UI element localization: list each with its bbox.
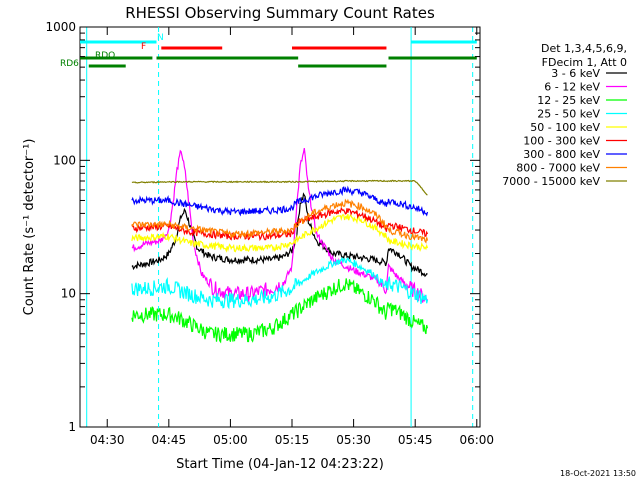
legend-label-800-7000-kev: 800 - 7000 keV bbox=[516, 162, 600, 175]
legend-header-1: FDecim 1, Att 0 bbox=[542, 56, 627, 69]
series-line-3-6-kev bbox=[131, 192, 428, 278]
x-tick-label-05-15: 05:15 bbox=[275, 433, 310, 447]
legend-label-3-6-kev: 3 - 6 keV bbox=[551, 67, 600, 80]
x-tick-label-05-45: 05:45 bbox=[398, 433, 433, 447]
series-line-300-800-kev bbox=[131, 185, 429, 217]
flag-rdo-segment-1 bbox=[156, 56, 299, 60]
flag-rd6-segment-1 bbox=[298, 64, 387, 68]
y-tick-label-1: 1 bbox=[68, 420, 76, 434]
flag-n-segment-0 bbox=[80, 40, 157, 44]
x-tick-label-05-30: 05:30 bbox=[336, 433, 371, 447]
legend-header-0: Det 1,3,4,5,6,9, bbox=[541, 42, 627, 55]
x-tick-label-06-00: 06:00 bbox=[459, 433, 494, 447]
flag-bars: N F RDO RD6 bbox=[60, 33, 477, 69]
series-line-800-7000-kev bbox=[131, 198, 429, 244]
footer-date: 18-Oct-2021 13:50 bbox=[560, 469, 636, 478]
y-tick-label-10: 10 bbox=[61, 287, 76, 301]
plot-frame bbox=[79, 26, 481, 428]
y-axis-ticks: 1 10 100 1000 bbox=[45, 20, 480, 434]
legend-label-300-800-kev: 300 - 800 keV bbox=[523, 148, 600, 161]
x-tick-label-05-00: 05:00 bbox=[213, 433, 248, 447]
legend-label-6-12-kev: 6 - 12 keV bbox=[544, 81, 600, 94]
legend-label-100-300-kev: 100 - 300 keV bbox=[523, 135, 600, 148]
flag-f-segment-1 bbox=[292, 46, 387, 50]
series-line-100-300-kev bbox=[131, 206, 429, 242]
y-axis-label: Count Rate (s⁻¹ detector⁻¹) bbox=[22, 139, 37, 316]
flag-rdo-segment-0 bbox=[80, 56, 153, 60]
series-line-50-100-kev bbox=[131, 213, 429, 253]
flag-label-n: N bbox=[157, 33, 164, 43]
legend-label-25-50-kev: 25 - 50 keV bbox=[537, 108, 600, 121]
x-axis-label: Start Time (04-Jan-12 04:23:22) bbox=[176, 457, 384, 472]
flag-rdo-segment-2 bbox=[388, 56, 477, 60]
legend-label-50-100-kev: 50 - 100 keV bbox=[530, 121, 600, 134]
series-lines bbox=[131, 147, 429, 344]
y-tick-label-1000: 1000 bbox=[45, 20, 76, 34]
series-line-7000-15000-kev bbox=[131, 179, 428, 196]
flag-n-segment-1 bbox=[411, 40, 477, 44]
x-tick-label-04-45: 04:45 bbox=[152, 433, 187, 447]
flag-rd6-segment-0 bbox=[88, 64, 126, 68]
vertical-marker-lines bbox=[86, 27, 474, 427]
legend-label-12-25-kev: 12 - 25 keV bbox=[537, 94, 600, 107]
series-line-12-25-kev bbox=[131, 278, 429, 344]
chart-title: RHESSI Observing Summary Count Rates bbox=[125, 4, 435, 22]
series-line-25-50-kev bbox=[131, 257, 429, 310]
flag-label-rd6: RD6 bbox=[60, 59, 79, 69]
flag-f-segment-0 bbox=[161, 46, 223, 50]
legend-label-7000-15000-kev: 7000 - 15000 keV bbox=[502, 175, 600, 188]
flag-label-rdo: RDO bbox=[95, 51, 115, 61]
x-tick-label-04-30: 04:30 bbox=[90, 433, 125, 447]
legend: Det 1,3,4,5,6,9,FDecim 1, Att 03 - 6 keV… bbox=[502, 42, 627, 188]
x-axis-ticks: 04:30 04:45 05:00 05:15 05:30 05:45 06:00 bbox=[90, 27, 494, 447]
flag-label-f: F bbox=[141, 42, 146, 52]
y-tick-label-100: 100 bbox=[53, 153, 76, 167]
